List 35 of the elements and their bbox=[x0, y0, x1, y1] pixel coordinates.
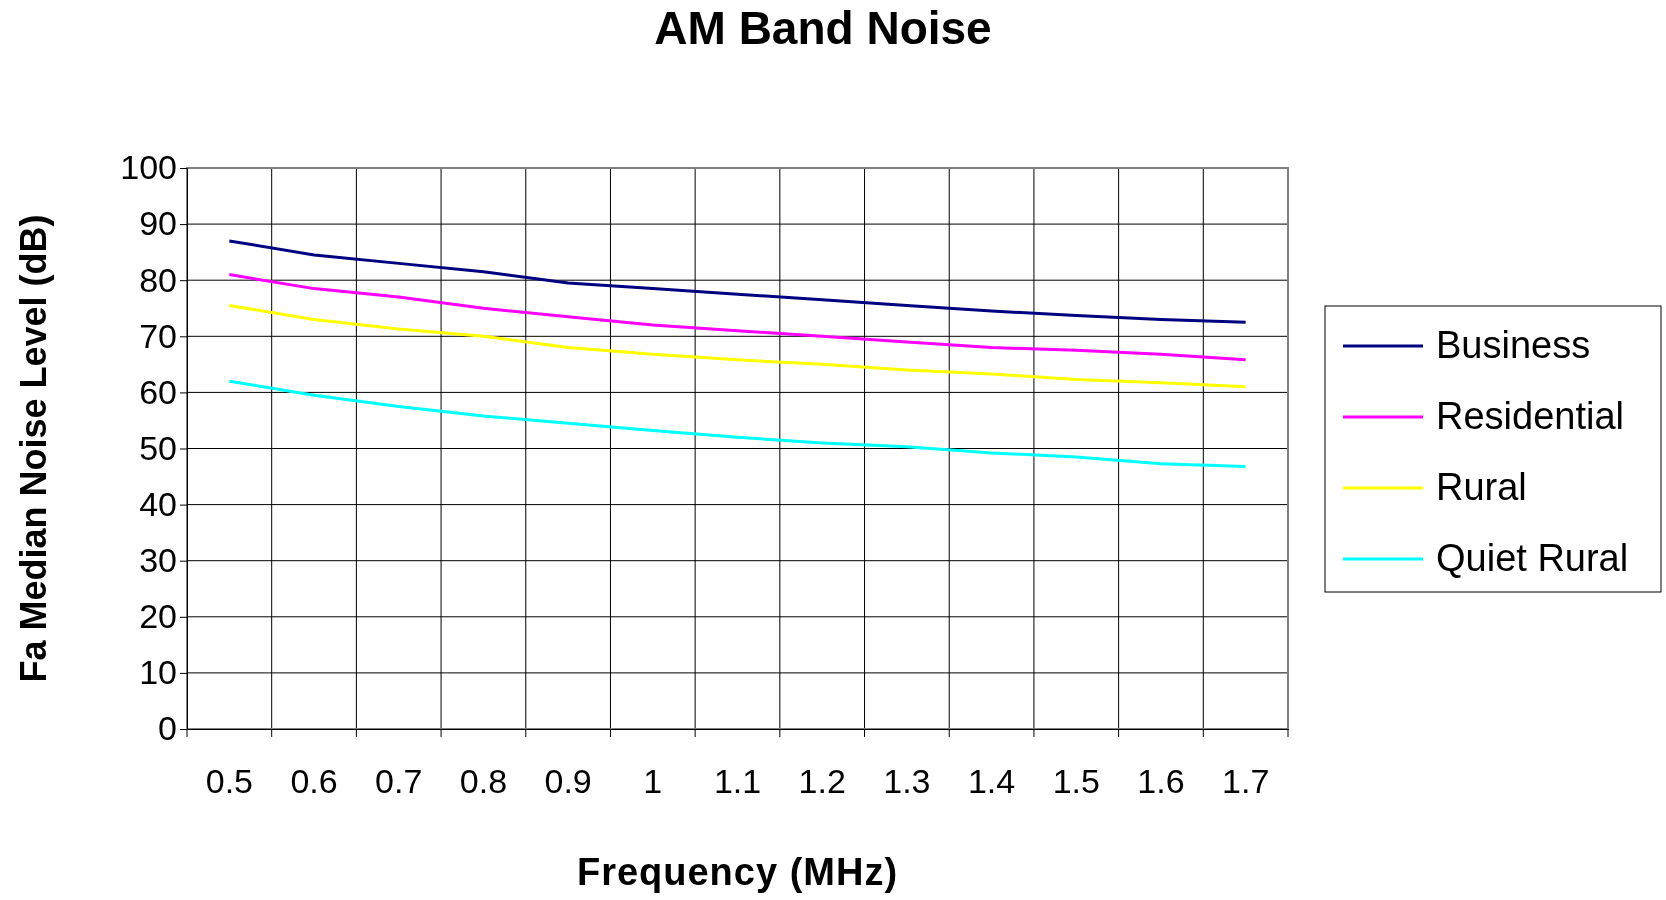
y-tick-label: 0 bbox=[158, 709, 177, 748]
x-tick-label: 1.4 bbox=[967, 762, 1016, 801]
x-tick-label: 0.5 bbox=[205, 762, 253, 801]
legend-label: Rural bbox=[1436, 466, 1527, 508]
line-series bbox=[227, 379, 1248, 468]
x-tick-label: 0.7 bbox=[375, 762, 423, 801]
x-tick-label: 0.9 bbox=[544, 762, 592, 801]
legend-label: Quiet Rural bbox=[1436, 537, 1629, 579]
y-tick-label: 10 bbox=[139, 653, 177, 692]
legend-label: Business bbox=[1436, 324, 1591, 366]
line-series bbox=[227, 273, 1248, 362]
x-tick-label: 1.1 bbox=[713, 762, 762, 801]
line-series bbox=[227, 239, 1248, 324]
legend-label: Residential bbox=[1436, 395, 1624, 437]
x-tick-label: 1.3 bbox=[883, 762, 931, 801]
x-tick-label: 1 bbox=[643, 762, 663, 801]
x-tick-label: 0.8 bbox=[459, 762, 508, 801]
y-tick-label: 20 bbox=[139, 597, 177, 636]
chart-title: AM Band Noise bbox=[654, 2, 992, 54]
x-tick-label: 1.5 bbox=[1052, 762, 1100, 801]
x-tick-label: 1.7 bbox=[1222, 762, 1270, 801]
x-axis-title: Frequency (MHz) bbox=[576, 851, 899, 893]
y-tick-label: 60 bbox=[139, 372, 177, 411]
x-tick-label: 1.6 bbox=[1137, 762, 1185, 801]
y-axis-title: Fa Median Noise Level (dB) bbox=[13, 214, 54, 683]
y-tick-label: 100 bbox=[120, 148, 177, 187]
y-tick-label: 90 bbox=[139, 204, 177, 243]
line-series bbox=[227, 303, 1248, 389]
y-tick-label: 40 bbox=[139, 484, 177, 523]
x-tick-label: 1.2 bbox=[798, 762, 846, 801]
y-tick-label: 80 bbox=[139, 260, 177, 299]
y-tick-label: 50 bbox=[139, 428, 177, 467]
y-tick-label: 30 bbox=[139, 541, 177, 580]
x-tick-label: 0.6 bbox=[290, 762, 338, 801]
y-tick-label: 70 bbox=[139, 316, 177, 355]
